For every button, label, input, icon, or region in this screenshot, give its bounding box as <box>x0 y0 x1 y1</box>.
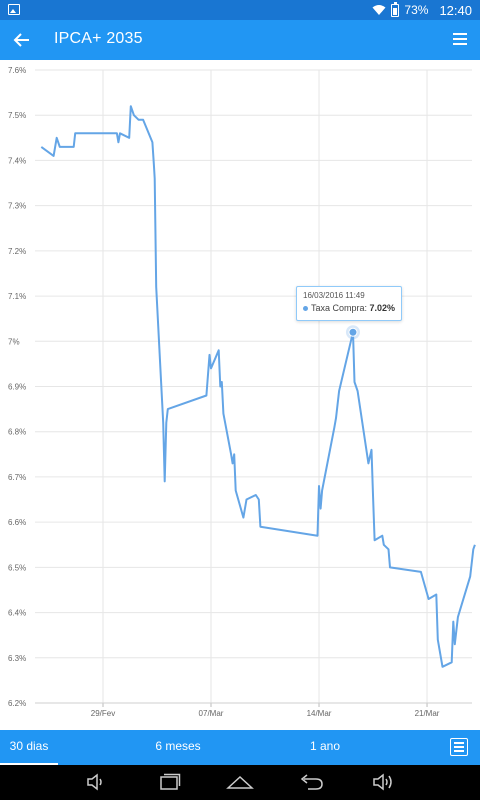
tab-1-ano[interactable]: 1 ano <box>295 730 355 765</box>
y-tick-label: 7.1% <box>8 292 26 301</box>
menu-icon[interactable] <box>453 33 467 47</box>
volume-down-icon[interactable] <box>86 773 106 791</box>
y-tick-label: 7.5% <box>8 111 26 120</box>
y-tick-label: 7.4% <box>8 156 26 165</box>
series-dot-icon <box>303 306 308 311</box>
period-tab-bar: 30 dias 6 meses 1 ano <box>0 730 480 765</box>
y-tick-label: 6.9% <box>8 383 26 392</box>
tooltip-date: 16/03/2016 11:49 <box>303 291 395 300</box>
tab-30-dias[interactable]: 30 dias <box>0 730 58 765</box>
app-bar: IPCA+ 2035 <box>0 20 480 60</box>
recent-apps-icon[interactable] <box>157 773 181 791</box>
list-view-icon[interactable] <box>450 738 468 756</box>
chart-area: 6.2% 6.3% 6.4% 6.5% 6.6% 6.7% 6.8% 6.9% 7% 7.1% 7.… <box>0 60 480 730</box>
tooltip-value: 7.02% <box>370 303 396 313</box>
x-tick-label: 29/Fev <box>91 709 115 718</box>
battery-percent: 73% <box>404 3 428 17</box>
highlight-point <box>349 328 357 336</box>
clock: 12:40 <box>439 3 472 18</box>
y-tick-label: 6.5% <box>8 563 26 572</box>
y-tick-label: 6.2% <box>8 699 26 708</box>
battery-icon <box>391 4 399 17</box>
rate-line-chart: 6.2% 6.3% 6.4% 6.5% 6.6% 6.7% 6.8% 6.9% 7% 7.1% 7.… <box>0 60 480 730</box>
x-tick-label: 07/Mar <box>199 709 224 718</box>
status-bar: 73% 12:40 <box>0 0 480 20</box>
wifi-icon <box>372 4 386 16</box>
y-tick-label: 7.3% <box>8 202 26 211</box>
tooltip-series-label: Taxa Compra: <box>311 303 370 313</box>
y-tick-label: 6.6% <box>8 518 26 527</box>
status-right: 73% 12:40 <box>372 2 472 18</box>
page-title: IPCA+ 2035 <box>54 30 143 48</box>
y-tick-label: 6.8% <box>8 428 26 437</box>
y-tick-label: 7.6% <box>8 66 26 75</box>
chart-tooltip: 16/03/2016 11:49 Taxa Compra: 7.02% <box>296 286 402 321</box>
volume-up-icon[interactable] <box>372 773 394 791</box>
tab-6-meses[interactable]: 6 meses <box>138 730 218 765</box>
system-nav-bar <box>0 765 480 800</box>
x-tick-label: 14/Mar <box>307 709 332 718</box>
x-tick-label: 21/Mar <box>415 709 440 718</box>
tooltip-row: Taxa Compra: 7.02% <box>303 303 395 313</box>
y-tick-label: 6.3% <box>8 654 26 663</box>
y-tick-label: 7.2% <box>8 247 26 256</box>
back-nav-icon[interactable] <box>298 773 324 791</box>
y-tick-label: 7% <box>8 337 20 346</box>
y-tick-label: 6.4% <box>8 609 26 618</box>
back-arrow-icon[interactable] <box>12 30 32 50</box>
home-icon[interactable] <box>226 773 254 791</box>
gallery-notification-icon <box>8 4 20 15</box>
y-tick-label: 6.7% <box>8 473 26 482</box>
